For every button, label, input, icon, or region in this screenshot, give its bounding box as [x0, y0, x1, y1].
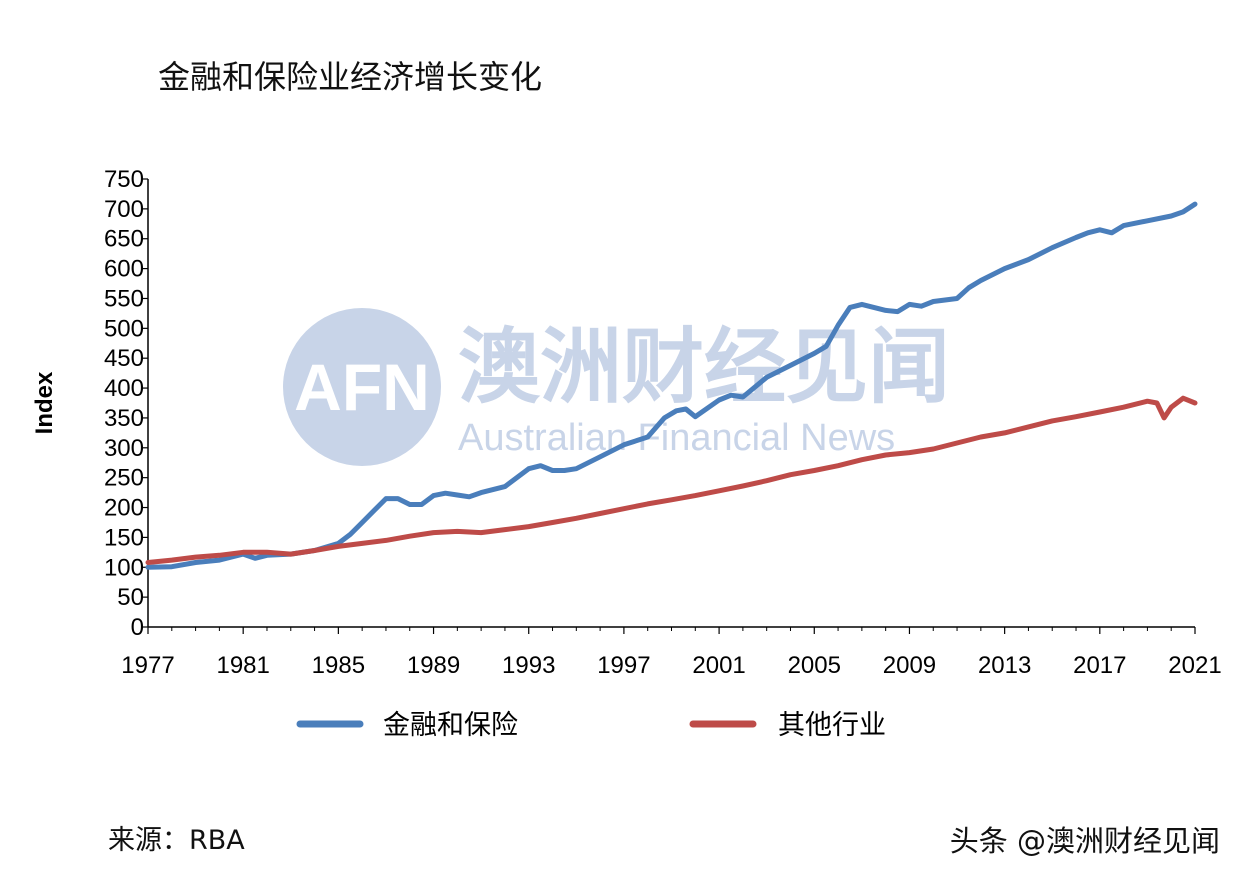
x-tick-label: 1977	[121, 652, 174, 679]
legend-item-finance: 金融和保险	[296, 710, 518, 741]
y-tick-label: 50	[117, 584, 144, 611]
watermark-logo-circle	[283, 308, 441, 466]
y-tick-label: 750	[104, 166, 144, 193]
x-tick-label: 2001	[692, 652, 745, 679]
y-tick-label: 700	[104, 196, 144, 223]
y-tick-label: 200	[104, 495, 144, 522]
series-line-other	[145, 395, 1198, 565]
chart-axes	[142, 178, 1196, 634]
y-tick-label: 500	[104, 315, 144, 342]
x-tick-label: 2013	[978, 652, 1031, 679]
y-tick-label: 300	[104, 435, 144, 462]
y-tick-label: 400	[104, 375, 144, 402]
series-line-finance	[145, 201, 1198, 570]
x-tick-label: 1997	[597, 652, 650, 679]
chart-title: 金融和保险业经济增长变化	[158, 58, 543, 96]
y-tick-label: 550	[104, 285, 144, 312]
y-tick-label: 150	[104, 524, 144, 551]
y-tick-label: 600	[104, 256, 144, 283]
y-tick-label: 100	[104, 554, 144, 581]
y-axis-label: Index	[31, 371, 58, 434]
y-tick-label: 250	[104, 465, 144, 492]
x-tick-label: 1985	[312, 652, 365, 679]
watermark-logo-text: AFN	[294, 350, 430, 424]
legend-label-finance: 金融和保险	[383, 710, 518, 741]
x-tick-label: 1989	[407, 652, 460, 679]
x-tick-labels: 1977 1981 1985 1989 1993 1997 2001 2005 2009 2013…	[121, 652, 1221, 679]
legend-label-other: 其他行业	[778, 710, 886, 741]
legend-item-other: 其他行业	[689, 710, 886, 741]
watermark-name-en: Australian Financial News	[458, 417, 895, 459]
y-tick-label: 450	[104, 345, 144, 372]
watermark: AFN 澳洲财经见闻 Australian Financial News	[283, 308, 950, 466]
x-tick-label: 1981	[216, 652, 269, 679]
x-tick-label: 2017	[1073, 652, 1126, 679]
y-tick-label: 0	[131, 614, 144, 641]
chart-series	[145, 201, 1198, 570]
y-tick-label: 650	[104, 226, 144, 253]
y-tick-label: 350	[104, 405, 144, 432]
x-tick-label: 1993	[502, 652, 555, 679]
x-tick-label: 2021	[1168, 652, 1221, 679]
x-tick-label: 2005	[788, 652, 841, 679]
legend: 金融和保险 其他行业	[296, 710, 886, 741]
credit-note: 头条 @澳洲财经见闻	[949, 824, 1220, 858]
watermark-name-cn: 澳洲财经见闻	[458, 320, 950, 415]
source-note: 来源：RBA	[108, 825, 245, 856]
x-tick-label: 2009	[883, 652, 936, 679]
